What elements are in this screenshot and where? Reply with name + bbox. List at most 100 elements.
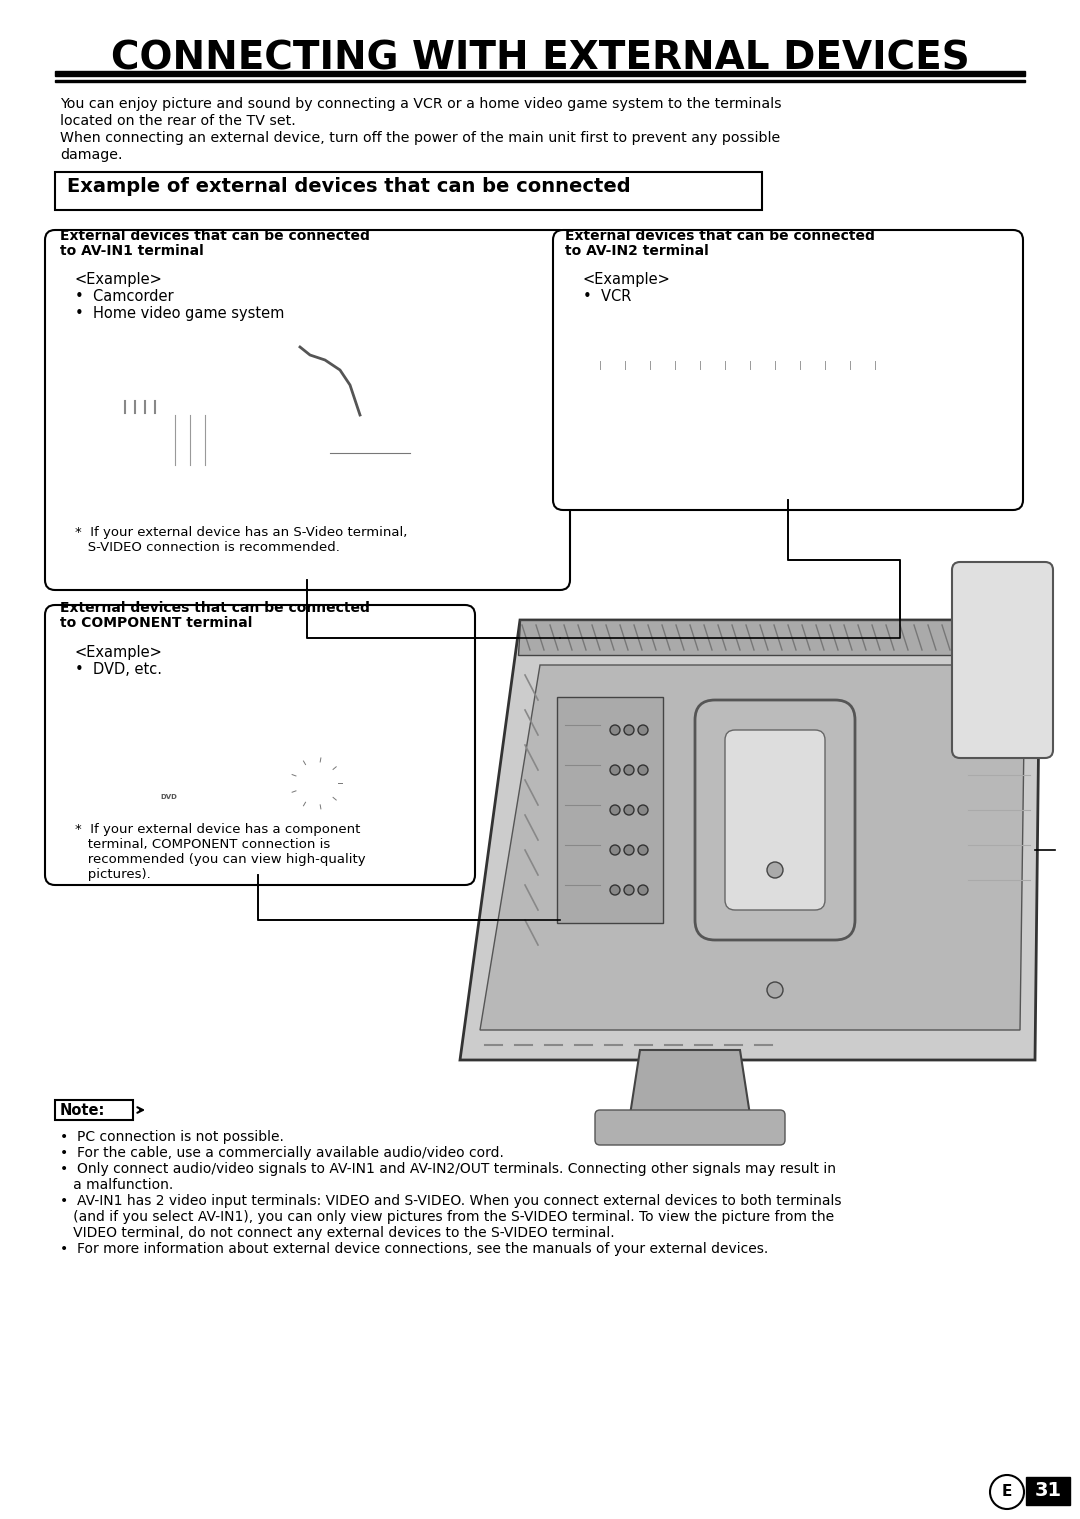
Bar bbox=[270, 330, 291, 336]
Circle shape bbox=[624, 845, 634, 855]
FancyBboxPatch shape bbox=[660, 384, 796, 424]
Circle shape bbox=[78, 760, 98, 779]
Bar bbox=[890, 445, 910, 451]
Text: External devices that can be connected: External devices that can be connected bbox=[60, 229, 369, 243]
Circle shape bbox=[624, 886, 634, 895]
Text: •  Home video game system: • Home video game system bbox=[75, 305, 284, 321]
Circle shape bbox=[83, 764, 93, 775]
Circle shape bbox=[610, 805, 620, 816]
Bar bbox=[55, 71, 1025, 76]
PathPatch shape bbox=[480, 665, 1025, 1030]
FancyBboxPatch shape bbox=[45, 229, 570, 589]
FancyBboxPatch shape bbox=[55, 1100, 133, 1120]
Text: •  DVD, etc.: • DVD, etc. bbox=[75, 662, 162, 677]
Bar bbox=[125, 401, 215, 412]
FancyBboxPatch shape bbox=[310, 410, 440, 468]
Text: CONNECTING WITH EXTERNAL DEVICES: CONNECTING WITH EXTERNAL DEVICES bbox=[110, 39, 970, 77]
FancyBboxPatch shape bbox=[208, 469, 237, 489]
Circle shape bbox=[638, 886, 648, 895]
Bar bbox=[610, 445, 630, 451]
Circle shape bbox=[363, 422, 373, 431]
Circle shape bbox=[381, 422, 391, 431]
Text: 31: 31 bbox=[1035, 1481, 1062, 1501]
FancyBboxPatch shape bbox=[591, 351, 909, 448]
Circle shape bbox=[638, 805, 648, 816]
Text: <Example>: <Example> bbox=[583, 272, 671, 287]
Text: External devices that can be connected: External devices that can be connected bbox=[60, 602, 369, 615]
Circle shape bbox=[303, 321, 312, 328]
Circle shape bbox=[313, 330, 321, 337]
Ellipse shape bbox=[145, 439, 151, 447]
Bar bbox=[338, 817, 356, 822]
Bar bbox=[132, 788, 148, 804]
Ellipse shape bbox=[117, 412, 167, 462]
Text: a malfunction.: a malfunction. bbox=[60, 1179, 173, 1192]
Circle shape bbox=[610, 725, 620, 735]
Circle shape bbox=[807, 393, 816, 403]
Text: DVD: DVD bbox=[161, 793, 177, 799]
FancyBboxPatch shape bbox=[680, 375, 775, 393]
Circle shape bbox=[610, 886, 620, 895]
Bar bbox=[126, 770, 136, 787]
Bar bbox=[55, 81, 1025, 82]
FancyBboxPatch shape bbox=[553, 229, 1023, 510]
Text: You can enjoy picture and sound by connecting a VCR or a home video game system : You can enjoy picture and sound by conne… bbox=[60, 97, 782, 111]
Text: to COMPONENT terminal: to COMPONENT terminal bbox=[60, 617, 253, 630]
PathPatch shape bbox=[460, 620, 1040, 1060]
Bar bbox=[55, 172, 762, 210]
FancyBboxPatch shape bbox=[111, 407, 229, 477]
FancyBboxPatch shape bbox=[66, 746, 354, 822]
FancyBboxPatch shape bbox=[557, 697, 663, 924]
Circle shape bbox=[638, 766, 648, 775]
Bar bbox=[114, 770, 124, 787]
Text: *  If your external device has a component: * If your external device has a componen… bbox=[75, 823, 361, 835]
Bar bbox=[82, 817, 100, 822]
Circle shape bbox=[600, 371, 610, 380]
Bar bbox=[276, 324, 283, 343]
Text: •  VCR: • VCR bbox=[583, 289, 632, 304]
Bar bbox=[802, 422, 827, 433]
Circle shape bbox=[301, 769, 332, 799]
FancyBboxPatch shape bbox=[595, 1110, 785, 1145]
Circle shape bbox=[295, 330, 303, 337]
FancyBboxPatch shape bbox=[667, 404, 789, 419]
Ellipse shape bbox=[131, 425, 153, 448]
Text: S-VIDEO connection is recommended.: S-VIDEO connection is recommended. bbox=[75, 541, 340, 554]
Text: Note:: Note: bbox=[60, 1103, 106, 1118]
Circle shape bbox=[626, 371, 636, 380]
Circle shape bbox=[807, 413, 816, 422]
Polygon shape bbox=[630, 1050, 750, 1115]
FancyBboxPatch shape bbox=[951, 562, 1053, 758]
Bar bbox=[605, 390, 623, 399]
Bar bbox=[600, 358, 900, 363]
FancyBboxPatch shape bbox=[147, 790, 276, 813]
Text: External devices that can be connected: External devices that can be connected bbox=[565, 229, 875, 243]
Circle shape bbox=[345, 422, 355, 431]
FancyBboxPatch shape bbox=[220, 419, 246, 471]
FancyBboxPatch shape bbox=[696, 700, 855, 940]
Bar bbox=[1026, 1476, 1070, 1505]
Text: •  For more information about external device connections, see the manuals of yo: • For more information about external de… bbox=[60, 1243, 768, 1256]
Bar bbox=[605, 406, 623, 413]
Text: pictures).: pictures). bbox=[75, 867, 151, 881]
Circle shape bbox=[293, 760, 340, 807]
Circle shape bbox=[419, 434, 431, 447]
Circle shape bbox=[990, 1475, 1024, 1508]
Text: damage.: damage. bbox=[60, 147, 122, 163]
Text: terminal, COMPONENT connection is: terminal, COMPONENT connection is bbox=[75, 838, 330, 851]
Bar bbox=[90, 770, 100, 787]
Circle shape bbox=[624, 725, 634, 735]
Text: Example of external devices that can be connected: Example of external devices that can be … bbox=[67, 178, 631, 196]
Circle shape bbox=[767, 981, 783, 998]
Text: (and if you select AV-IN1), you can only view pictures from the S-VIDEO terminal: (and if you select AV-IN1), you can only… bbox=[60, 1211, 834, 1224]
Circle shape bbox=[624, 805, 634, 816]
Bar bbox=[78, 760, 98, 770]
Text: •  Camcorder: • Camcorder bbox=[75, 289, 174, 304]
Text: •  AV-IN1 has 2 video input terminals: VIDEO and S-VIDEO. When you connect exter: • AV-IN1 has 2 video input terminals: VI… bbox=[60, 1194, 841, 1208]
Bar bbox=[259, 782, 271, 790]
Text: <Example>: <Example> bbox=[75, 272, 163, 287]
Circle shape bbox=[288, 327, 302, 340]
Circle shape bbox=[822, 372, 876, 427]
FancyBboxPatch shape bbox=[259, 308, 326, 358]
PathPatch shape bbox=[518, 620, 1040, 655]
